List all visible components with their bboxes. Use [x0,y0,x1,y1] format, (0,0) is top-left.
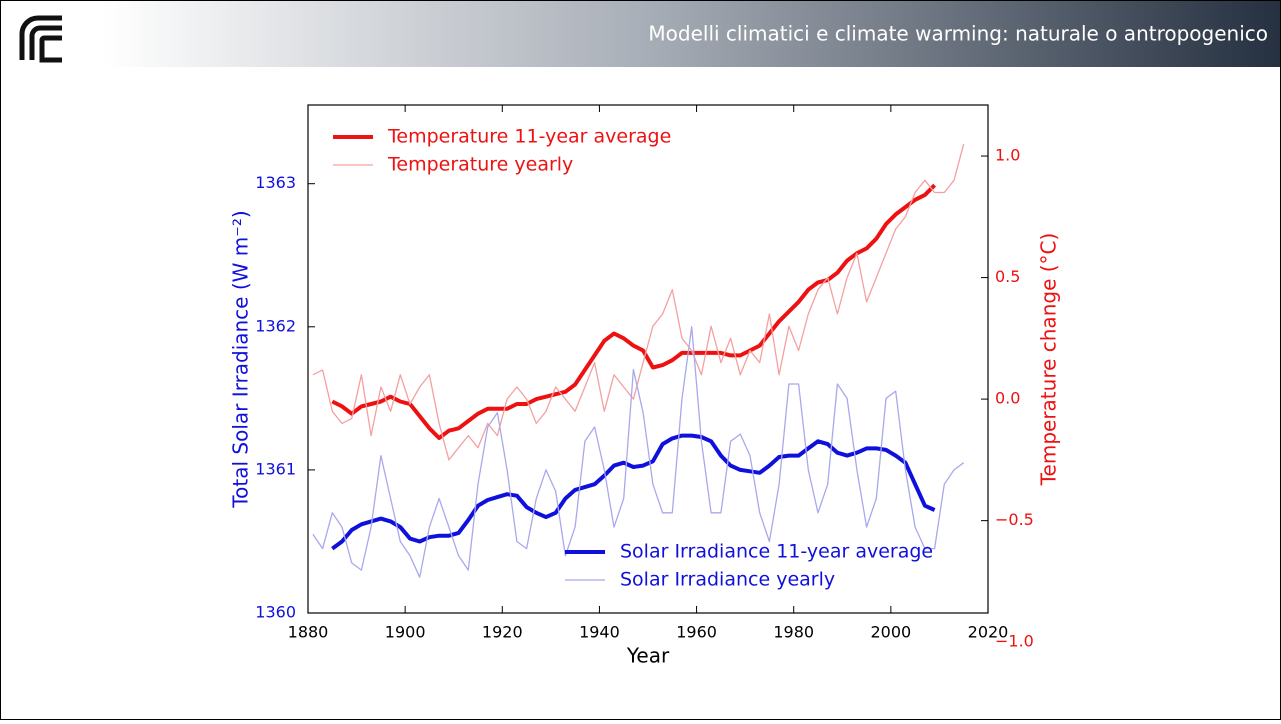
y-tick-label: 1362 [255,316,296,335]
logo [19,15,62,63]
y2-tick-label: 0.0 [995,389,1020,408]
legend-label: Temperature 11-year average [387,126,671,148]
header-title: Modelli climatici e climate warming: nat… [648,22,1268,46]
x-tick-label: 1940 [579,623,620,642]
series-line [331,183,937,440]
x-tick-label: 1900 [385,623,426,642]
y-axis-label: Total Solar Irradiance (W m⁻²) [229,210,253,508]
series-line [331,433,936,551]
legend-label: Solar Irradiance 11-year average [620,541,933,563]
series-line [312,143,965,461]
x-axis-label: Year [626,644,670,668]
x-tick-label: 1960 [676,623,717,642]
x-tick-label: 1980 [773,623,814,642]
chart: 1880 1900 1920 1940 1960 1980 2000 2020 1360 1361… [229,104,1061,668]
x-tick-label: 1880 [288,623,329,642]
y2-tick-label: 0.5 [995,267,1020,286]
y2-tick-label: −1.0 [995,632,1034,651]
x-tick-label: 1920 [482,623,523,642]
plot-frame [307,104,989,614]
y-tick-label: 1360 [255,603,296,622]
x-tick-label: 2020 [968,623,1009,642]
y2-axis-label: Temperature change (°C) [1037,233,1061,487]
y-tick-label: 1361 [255,459,296,478]
header-band [1,1,1280,67]
x-tick-label: 2000 [870,623,911,642]
y2-tick-label: −0.5 [995,510,1034,529]
legend-label: Solar Irradiance yearly [620,569,835,591]
y2-tick-label: 1.0 [995,146,1020,165]
y-tick-label: 1363 [255,173,296,192]
series-line [312,326,965,578]
legend-label: Temperature yearly [387,154,573,176]
